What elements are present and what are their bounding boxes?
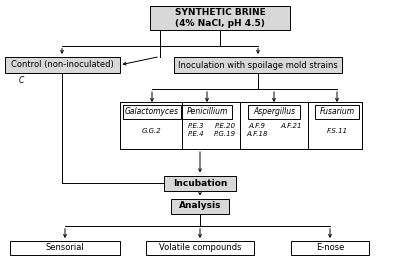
Text: A.F.21: A.F.21 [280,123,301,129]
Text: Galactomyces: Galactomyces [125,108,179,117]
FancyBboxPatch shape [171,199,229,214]
FancyBboxPatch shape [315,105,359,119]
FancyBboxPatch shape [123,105,181,119]
Text: Inoculation with spoilage mold strains: Inoculation with spoilage mold strains [178,60,338,69]
Text: Analysis: Analysis [179,201,221,210]
Text: Control (non-inoculated): Control (non-inoculated) [11,60,113,69]
FancyBboxPatch shape [4,57,120,73]
FancyBboxPatch shape [146,241,254,255]
Text: SYNTHETIC BRINE
(4% NaCl, pH 4.5): SYNTHETIC BRINE (4% NaCl, pH 4.5) [175,8,265,28]
Text: A.F.9
A.F.18: A.F.9 A.F.18 [246,123,268,136]
FancyBboxPatch shape [10,241,120,255]
FancyBboxPatch shape [164,175,236,190]
Text: Volatile compounds: Volatile compounds [159,244,241,252]
Text: F.S.11: F.S.11 [326,128,348,134]
Text: P.E.3
P.E.4: P.E.3 P.E.4 [188,123,204,136]
Text: Aspergillus: Aspergillus [253,108,295,117]
FancyBboxPatch shape [182,105,232,119]
Text: C: C [19,76,24,85]
Text: Fusarium: Fusarium [320,108,354,117]
FancyBboxPatch shape [291,241,369,255]
FancyBboxPatch shape [248,105,300,119]
Text: Incubation: Incubation [173,179,227,188]
FancyBboxPatch shape [174,57,342,73]
FancyBboxPatch shape [150,6,290,30]
Text: Penicillium: Penicillium [186,108,228,117]
Text: P.E.20
P.G.19: P.E.20 P.G.19 [214,123,236,136]
Text: Sensorial: Sensorial [46,244,84,252]
Text: E-nose: E-nose [316,244,344,252]
Text: G.G.2: G.G.2 [142,128,162,134]
